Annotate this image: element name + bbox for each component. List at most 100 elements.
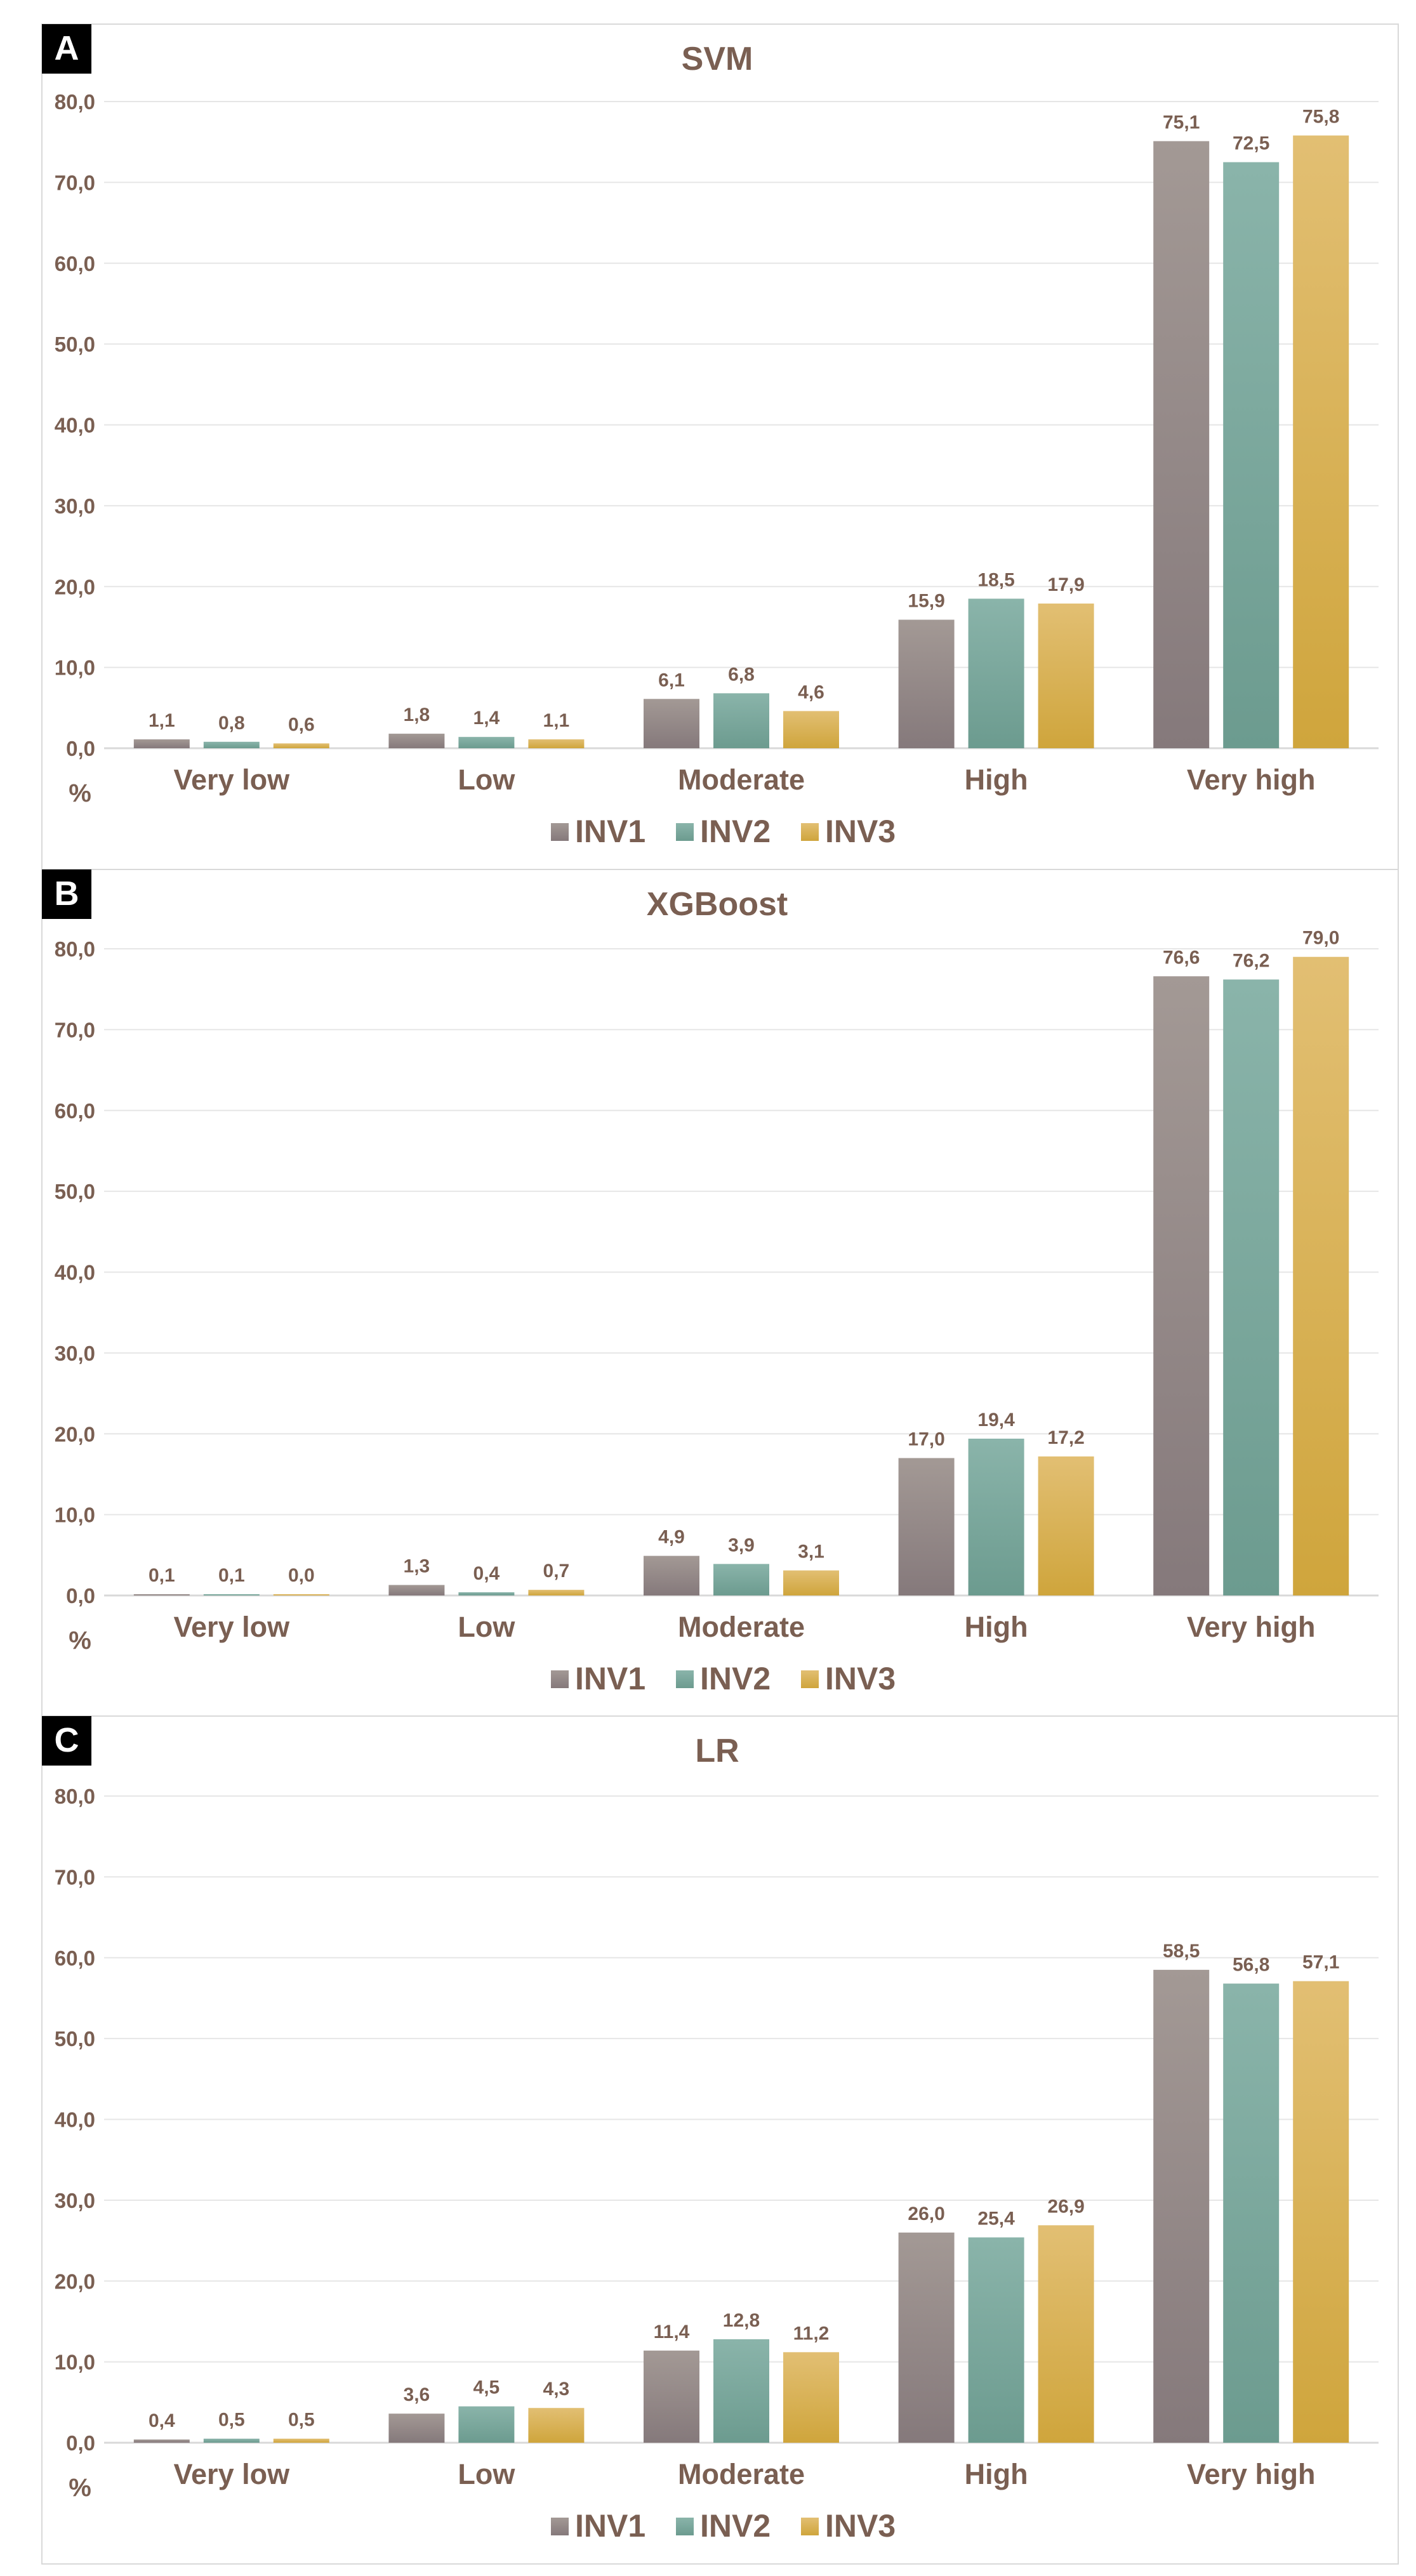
y-tick-label: 60,0 bbox=[55, 1946, 95, 1970]
data-label: 6,8 bbox=[728, 664, 755, 685]
bar-inv1 bbox=[133, 2439, 190, 2443]
bar-inv2 bbox=[713, 1564, 769, 1595]
data-label: 26,9 bbox=[1047, 2196, 1084, 2217]
y-tick-label: 30,0 bbox=[55, 494, 95, 518]
bar-inv1 bbox=[898, 619, 955, 748]
data-label: 4,5 bbox=[473, 2377, 500, 2398]
x-category-label: Very low bbox=[174, 763, 291, 796]
x-category-label: Very low bbox=[174, 1611, 291, 1643]
data-label: 15,9 bbox=[908, 590, 944, 611]
y-tick-label: 0,0 bbox=[66, 1584, 95, 1608]
y-tick-label: 10,0 bbox=[55, 2351, 95, 2374]
x-category-label: Low bbox=[458, 2458, 515, 2490]
chart-panel-c: C LR 0,0 10,0 20,0 30,0 40,0 50,0 60,0 70,0 80,0% 0… bbox=[41, 1715, 1399, 2565]
bar-inv2 bbox=[203, 2438, 260, 2443]
y-axis-unit-label: % bbox=[69, 779, 91, 807]
data-label: 58,5 bbox=[1163, 1941, 1200, 1962]
bar-inv3 bbox=[1038, 1456, 1094, 1595]
bar-inv2 bbox=[968, 1438, 1024, 1595]
x-category-label: Very high bbox=[1187, 1611, 1316, 1643]
chart-title: XGBoost bbox=[647, 886, 788, 923]
y-tick-label: 30,0 bbox=[55, 1342, 95, 1365]
y-tick-label: 20,0 bbox=[55, 575, 95, 598]
bar-inv3 bbox=[783, 1570, 839, 1595]
y-tick-label: 80,0 bbox=[55, 937, 95, 961]
chart-title: SVM bbox=[682, 41, 753, 77]
data-label: 1,3 bbox=[404, 1556, 430, 1576]
chart-title: LR bbox=[695, 1733, 739, 1769]
y-tick-label: 50,0 bbox=[55, 333, 95, 356]
y-tick-label: 20,0 bbox=[55, 1422, 95, 1446]
data-label: 75,8 bbox=[1302, 106, 1339, 127]
legend-label: INV2 bbox=[700, 1661, 771, 1696]
legend-swatch-inv1 bbox=[551, 2518, 569, 2535]
bar-inv2 bbox=[713, 693, 769, 748]
x-category-label: High bbox=[965, 2458, 1028, 2490]
bar-inv3 bbox=[528, 2408, 585, 2443]
bar-inv3 bbox=[528, 739, 585, 748]
bar-inv2 bbox=[713, 2339, 769, 2443]
bar-inv1 bbox=[388, 2414, 445, 2443]
legend-label: INV2 bbox=[700, 2508, 771, 2544]
bar-inv1 bbox=[644, 2350, 699, 2443]
legend-label: INV1 bbox=[575, 814, 645, 849]
x-category-label: Moderate bbox=[678, 763, 805, 796]
y-tick-label: 60,0 bbox=[55, 252, 95, 275]
bar-inv2 bbox=[968, 2237, 1024, 2443]
data-label: 11,2 bbox=[793, 2323, 830, 2344]
y-tick-label: 40,0 bbox=[55, 414, 95, 437]
data-label: 1,4 bbox=[473, 708, 500, 729]
bar-inv3 bbox=[273, 2438, 329, 2443]
data-label: 12,8 bbox=[723, 2310, 760, 2331]
data-label: 25,4 bbox=[977, 2208, 1015, 2229]
data-label: 17,2 bbox=[1047, 1427, 1084, 1448]
data-label: 6,1 bbox=[658, 670, 685, 690]
bar-inv3 bbox=[1293, 135, 1349, 748]
bar-inv1 bbox=[133, 1594, 190, 1595]
legend-label: INV3 bbox=[825, 2508, 896, 2544]
y-tick-label: 70,0 bbox=[55, 1018, 95, 1041]
data-label: 3,9 bbox=[728, 1535, 755, 1556]
legend-swatch-inv1 bbox=[551, 823, 569, 841]
data-label: 0,1 bbox=[218, 1565, 245, 1586]
y-tick-label: 30,0 bbox=[55, 2189, 95, 2212]
x-category-label: High bbox=[965, 763, 1028, 796]
data-label: 4,3 bbox=[543, 2379, 570, 2400]
y-axis-unit-label: % bbox=[69, 2474, 91, 2502]
legend-label: INV3 bbox=[825, 814, 896, 849]
panel-letter: B bbox=[55, 875, 79, 913]
legend-swatch-inv1 bbox=[551, 1670, 569, 1688]
data-label: 56,8 bbox=[1233, 1955, 1269, 1976]
bar-inv2 bbox=[458, 737, 515, 748]
y-tick-label: 50,0 bbox=[55, 1180, 95, 1203]
bar-inv2 bbox=[458, 2406, 515, 2443]
bar-inv2 bbox=[458, 1592, 515, 1595]
bar-inv1 bbox=[388, 734, 445, 748]
y-tick-label: 80,0 bbox=[55, 1785, 95, 1808]
bar-inv2 bbox=[203, 1594, 260, 1595]
x-category-label: Moderate bbox=[678, 1611, 805, 1643]
bar-inv3 bbox=[1038, 603, 1094, 748]
bar-inv2 bbox=[1223, 1983, 1280, 2443]
data-label: 0,8 bbox=[218, 713, 245, 734]
data-label: 18,5 bbox=[977, 569, 1014, 590]
data-label: 26,0 bbox=[908, 2203, 944, 2224]
data-label: 19,4 bbox=[977, 1410, 1015, 1430]
data-label: 3,6 bbox=[404, 2384, 430, 2405]
x-category-label: Very low bbox=[174, 2458, 291, 2490]
data-label: 3,1 bbox=[798, 1542, 824, 1562]
data-label: 79,0 bbox=[1302, 928, 1339, 949]
x-category-label: High bbox=[965, 1611, 1028, 1643]
y-tick-label: 40,0 bbox=[55, 2108, 95, 2132]
bar-inv1 bbox=[898, 2232, 955, 2443]
y-tick-label: 10,0 bbox=[55, 656, 95, 680]
bar-inv3 bbox=[783, 2352, 839, 2443]
data-label: 76,2 bbox=[1233, 950, 1269, 971]
data-label: 1,8 bbox=[404, 704, 430, 725]
x-category-label: Low bbox=[458, 1611, 515, 1643]
legend-label: INV1 bbox=[575, 1661, 645, 1696]
bar-inv1 bbox=[898, 1458, 955, 1595]
y-tick-label: 40,0 bbox=[55, 1261, 95, 1285]
bar-inv3 bbox=[528, 1590, 585, 1595]
data-label: 0,4 bbox=[149, 2410, 175, 2431]
